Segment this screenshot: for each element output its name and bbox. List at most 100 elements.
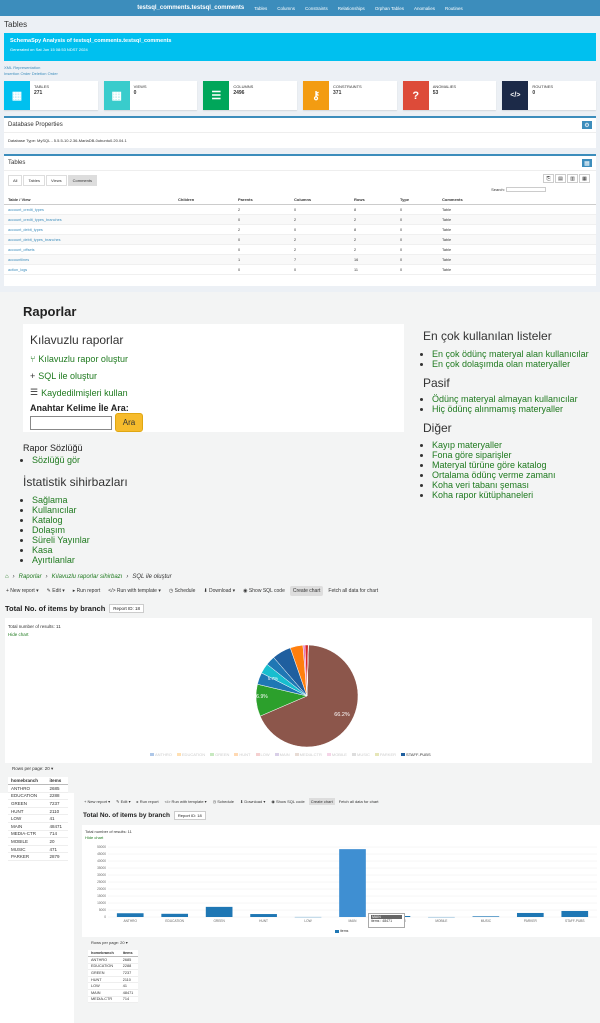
table-row[interactable]: account_offsets 0 2 2 0 Table: [4, 244, 596, 256]
show-sql-button[interactable]: ◉ Show SQL code: [243, 588, 285, 594]
run-template-button[interactable]: </> Run with template ▾: [108, 588, 161, 594]
home-icon[interactable]: ⌂: [5, 574, 9, 580]
table-link[interactable]: account_debit_types_branches: [4, 234, 174, 246]
other-list-link[interactable]: Koha veri tabanı şeması: [432, 480, 556, 490]
inactive-list-link[interactable]: Ödünç materyal almayan kullanıcılar: [432, 394, 578, 404]
tab-comments[interactable]: Comments: [67, 175, 97, 186]
csv-icon[interactable]: ▤: [555, 174, 566, 183]
legend-item[interactable]: MOBILE: [326, 752, 347, 757]
table-link[interactable]: account_credit_types: [4, 204, 174, 216]
wizard-link[interactable]: Kullanıcılar: [32, 505, 90, 515]
col-header[interactable]: Table / View: [4, 195, 174, 206]
legend-item[interactable]: LOW: [255, 752, 270, 757]
keyword-input[interactable]: [30, 416, 112, 430]
other-list-link[interactable]: Kayıp materyaller: [432, 440, 556, 450]
pdf-icon[interactable]: ▥: [567, 174, 578, 183]
bar-parker[interactable]: [516, 912, 544, 917]
other-list-link[interactable]: Ortalama ödünç verme zamanı: [432, 470, 556, 480]
col-header[interactable]: homebranch: [8, 777, 47, 785]
bar-music[interactable]: [472, 916, 500, 917]
run-report-button[interactable]: ▸ Run report: [72, 588, 101, 594]
table-row[interactable]: account_debit_types_branches 0 2 2 0 Table: [4, 234, 596, 246]
nav-routines[interactable]: Routines: [445, 5, 463, 11]
table-link[interactable]: account_offsets: [4, 244, 174, 256]
top-list-link[interactable]: En çok ödünç materyal alan kullanıcılar: [432, 349, 589, 359]
legend-item[interactable]: HUNT: [234, 752, 251, 757]
run-report-button[interactable]: ▸ Run report: [136, 799, 159, 804]
xml-link[interactable]: XML Representation: [4, 65, 41, 70]
hide-chart-link[interactable]: Hide chart: [8, 632, 29, 637]
create-sql-link[interactable]: + SQL ile oluştur: [30, 371, 97, 381]
order-link[interactable]: Insertion Order Deletion Order: [4, 71, 58, 76]
new-report-button[interactable]: + New report ▾: [84, 799, 111, 804]
table-link[interactable]: action_logs: [4, 264, 174, 276]
table-link[interactable]: account_debit_types: [4, 224, 174, 236]
col-header[interactable]: Columns: [290, 195, 350, 206]
col-header[interactable]: homebranch: [88, 950, 120, 957]
stat-box-views[interactable]: ▦ VIEWS 0: [103, 81, 198, 110]
wizard-link[interactable]: Ayırtılanlar: [32, 555, 90, 565]
table-row[interactable]: accountlines 1 7 16 0 Table: [4, 254, 596, 266]
table-row[interactable]: account_debit_types 2 0 8 0 Table: [4, 224, 596, 236]
fetch-all-button[interactable]: Fetch all data for chart: [328, 588, 379, 594]
inactive-list-link[interactable]: Hiç ödünç alınmamış materyaller: [432, 404, 578, 414]
edit-button[interactable]: ✎ Edit ▾: [46, 588, 65, 594]
bar-green[interactable]: [205, 906, 233, 917]
legend-item[interactable]: ANTHRO: [150, 752, 172, 757]
wizard-link[interactable]: Kasa: [32, 545, 90, 555]
use-saved-link[interactable]: ☰ Kaydedilmişleri kullan: [30, 387, 128, 398]
other-list-link[interactable]: Koha rapor kütüphaneleri: [432, 490, 556, 500]
download-button[interactable]: ⬇ Download ▾: [203, 588, 236, 594]
col-header[interactable]: Rows: [350, 195, 396, 206]
col-header[interactable]: items: [119, 950, 138, 957]
run-template-button[interactable]: </> Run with template ▾: [164, 799, 207, 804]
pie-slice-main[interactable]: [259, 644, 359, 748]
rows-per-page[interactable]: Rows per page: 20 ▾: [12, 766, 54, 771]
bar-staff-pubs[interactable]: [561, 910, 589, 917]
col-header[interactable]: Comments: [438, 195, 596, 206]
download-button[interactable]: ⬇ Download ▾: [239, 799, 266, 804]
copy-icon[interactable]: ⎘: [543, 174, 554, 183]
nav-constraints[interactable]: Constraints: [305, 5, 328, 11]
legend-item[interactable]: PARKER: [374, 752, 396, 757]
nav-columns[interactable]: Columns: [277, 5, 296, 11]
gear-icon[interactable]: ⚙: [582, 121, 592, 129]
bar-education[interactable]: [161, 913, 189, 917]
bar-main[interactable]: [339, 849, 366, 917]
nav-orphan-tables[interactable]: Orphan Tables: [374, 5, 404, 11]
rows-per-page[interactable]: Rows per page: 20 ▾: [91, 940, 128, 945]
stat-box-tables[interactable]: ▦ TABLES 271: [4, 81, 98, 110]
dictionary-link[interactable]: Sözlüğü gör: [32, 455, 80, 465]
stat-box-routines[interactable]: </> ROUTINES 0: [502, 81, 597, 110]
table-icon[interactable]: ▦: [582, 159, 592, 167]
col-header[interactable]: items: [46, 777, 68, 785]
schedule-button[interactable]: ◷ Schedule: [212, 799, 234, 804]
tab-views[interactable]: Views: [46, 175, 67, 186]
nav-anomalies[interactable]: Anomalies: [414, 5, 436, 11]
col-header[interactable]: Type: [396, 195, 438, 206]
col-header[interactable]: Children: [174, 195, 234, 206]
wizard-link[interactable]: Katalog: [32, 515, 90, 525]
pie-slice-mobile[interactable]: [306, 644, 309, 697]
search-button[interactable]: Ara: [115, 413, 143, 432]
other-list-link[interactable]: Fona göre siparişler: [432, 450, 556, 460]
col-header[interactable]: Parents: [234, 195, 290, 206]
create-chart-button[interactable]: Create chart: [289, 586, 324, 596]
breadcrumb-reports[interactable]: Raporlar: [18, 574, 42, 580]
legend-item[interactable]: GREEN: [210, 752, 229, 757]
table-link[interactable]: account_credit_types_branches: [4, 214, 174, 226]
wizard-link[interactable]: Dolaşım: [32, 525, 90, 535]
wizard-link[interactable]: Süreli Yayınlar: [32, 535, 90, 545]
legend-item[interactable]: MAIN: [274, 752, 290, 757]
tab-tables[interactable]: Tables: [23, 175, 46, 186]
edit-button[interactable]: ✎ Edit ▾: [116, 799, 131, 804]
tab-all[interactable]: All: [8, 175, 23, 186]
create-chart-button[interactable]: Create chart: [308, 798, 335, 805]
legend-item[interactable]: STAFF-PUBS: [401, 752, 431, 757]
legend-item[interactable]: EDUCATION: [176, 752, 205, 757]
wizard-link[interactable]: Sağlama: [32, 495, 90, 505]
columns-icon[interactable]: ▦: [579, 174, 590, 183]
search-input[interactable]: [506, 187, 546, 193]
nav-relationships[interactable]: Relationships: [337, 5, 365, 11]
schedule-button[interactable]: ◷ Schedule: [168, 588, 196, 594]
